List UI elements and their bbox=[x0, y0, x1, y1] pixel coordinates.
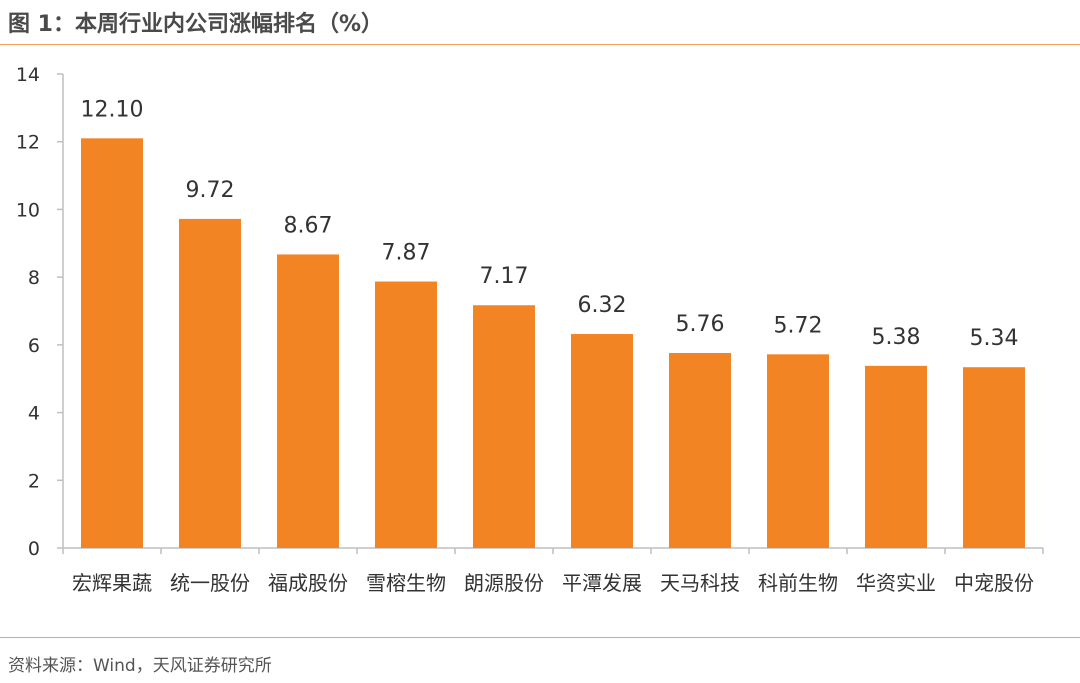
bar-value-label: 7.17 bbox=[480, 264, 529, 289]
bar bbox=[963, 367, 1025, 548]
category-label: 雪榕生物 bbox=[366, 571, 446, 595]
bar-value-label: 12.10 bbox=[81, 97, 144, 122]
bar bbox=[669, 352, 731, 548]
y-tick-label: 14 bbox=[16, 64, 40, 86]
y-tick-label: 2 bbox=[28, 470, 40, 492]
bar-series bbox=[81, 138, 1025, 549]
category-label: 统一股份 bbox=[170, 571, 250, 595]
bar-value-label: 9.72 bbox=[186, 178, 235, 203]
data-labels: 12.10 9.72 8.67 7.87 7.17 6.32 5.76 5.72 5.38 5.3… bbox=[81, 97, 1019, 351]
category-label: 朗源股份 bbox=[464, 571, 544, 595]
category-label: 华资实业 bbox=[856, 571, 936, 595]
category-label: 宏辉果蔬 bbox=[72, 571, 152, 595]
bar bbox=[473, 305, 535, 548]
category-label: 天马科技 bbox=[660, 571, 740, 595]
bar-value-label: 8.67 bbox=[284, 213, 333, 238]
y-axis: 0 2 4 6 8 10 12 14 bbox=[16, 64, 64, 560]
y-tick-label: 8 bbox=[28, 267, 40, 289]
y-tick-label: 12 bbox=[16, 132, 40, 154]
bar bbox=[767, 354, 829, 548]
bar bbox=[179, 218, 241, 548]
bar bbox=[277, 254, 339, 549]
figure-title: 图 1：本周行业内公司涨幅排名（%） bbox=[8, 12, 384, 37]
category-labels: 宏辉果蔬 统一股份 福成股份 雪榕生物 朗源股份 平潭发展 天马科技 科前生物 华资实业 中宠股份 bbox=[72, 571, 1034, 595]
bar-value-label: 5.38 bbox=[872, 325, 921, 350]
y-tick-label: 10 bbox=[16, 199, 40, 221]
bar-value-label: 7.87 bbox=[382, 241, 431, 266]
category-label: 福成股份 bbox=[268, 571, 348, 595]
title-divider bbox=[0, 44, 1080, 45]
bar-value-label: 6.32 bbox=[578, 293, 627, 318]
bar-value-label: 5.72 bbox=[774, 313, 823, 338]
footer-divider bbox=[0, 637, 1080, 638]
chart-area: 0 2 4 6 8 10 12 14 12.10 9.72 8.67 7.87 7.17 6.32 5.7… bbox=[0, 45, 1080, 635]
bar bbox=[571, 334, 633, 548]
y-tick-label: 6 bbox=[28, 335, 40, 357]
y-tick-label: 4 bbox=[28, 403, 40, 425]
bar-value-label: 5.34 bbox=[970, 326, 1019, 351]
category-label: 科前生物 bbox=[758, 571, 838, 595]
bar bbox=[865, 365, 927, 548]
bar bbox=[375, 281, 437, 548]
bar-chart: 0 2 4 6 8 10 12 14 12.10 9.72 8.67 7.87 7.17 6.32 5.7… bbox=[16, 64, 1044, 595]
x-axis bbox=[62, 547, 1044, 554]
y-tick-label: 0 bbox=[28, 538, 40, 560]
bar bbox=[81, 138, 143, 548]
category-label: 中宠股份 bbox=[954, 571, 1034, 595]
category-label: 平潭发展 bbox=[562, 571, 642, 595]
bar-value-label: 5.76 bbox=[676, 312, 725, 337]
source-note: 资料来源：Wind，天风证券研究所 bbox=[8, 656, 272, 676]
